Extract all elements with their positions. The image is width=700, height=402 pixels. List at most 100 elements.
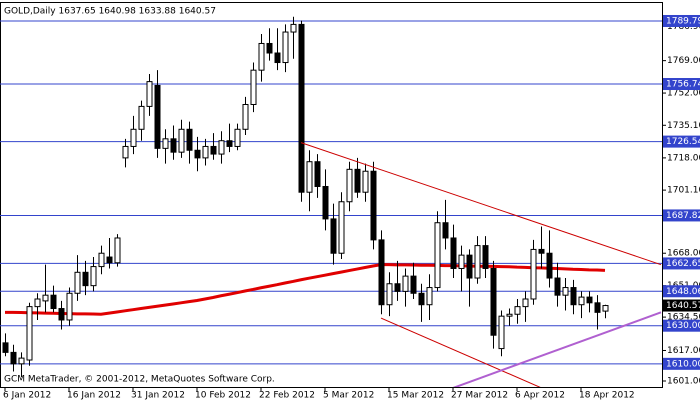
y-tick-label: 1735.10 xyxy=(667,121,700,131)
candle-body xyxy=(98,252,105,268)
candle-body xyxy=(562,287,569,296)
x-tick-label: 27 Mar 2012 xyxy=(451,391,508,401)
plot-frame xyxy=(0,2,663,388)
footer: GCM MetaTrader, © 2001-2012, MetaQuotes … xyxy=(4,375,275,385)
y-tick-label: 1601.00 xyxy=(667,376,700,386)
price-label-box xyxy=(663,299,700,312)
x-tick-label: 6 Apr 2012 xyxy=(515,391,565,401)
x-tick-label: 10 Feb 2012 xyxy=(195,391,251,401)
candle-body xyxy=(154,84,161,149)
candle-body xyxy=(538,248,545,254)
x-tick-label: 16 Jan 2012 xyxy=(67,391,121,401)
candle-body xyxy=(10,351,17,365)
y-tick-label: 1634.50 xyxy=(667,313,700,323)
candle-body xyxy=(210,145,217,155)
candle-body xyxy=(346,168,353,203)
level-label: 1662.65 xyxy=(666,259,700,269)
candle-body xyxy=(298,23,305,193)
candle-body xyxy=(202,145,209,159)
level-label: 1630.00 xyxy=(666,321,700,331)
level-label: 1726.54 xyxy=(666,137,700,147)
candle-body xyxy=(474,245,481,279)
candle-body xyxy=(490,267,497,336)
candle-body xyxy=(90,266,97,287)
candle-body xyxy=(242,103,249,130)
candle-body xyxy=(482,245,489,269)
candle-body xyxy=(290,23,297,33)
candle-body xyxy=(522,298,529,308)
level-label-box xyxy=(663,357,700,370)
y-tick-label: 1769.00 xyxy=(667,56,700,66)
candle-body xyxy=(266,42,273,54)
moving-average xyxy=(5,263,606,316)
candle-body xyxy=(410,275,417,294)
candle-body xyxy=(394,283,401,292)
level-label-box xyxy=(663,135,700,148)
candle-body xyxy=(378,239,385,306)
candle-body xyxy=(458,254,465,269)
candle-body xyxy=(58,308,65,321)
candle-body xyxy=(274,52,281,64)
level-label-box xyxy=(663,78,700,91)
x-tick-label: 5 Mar 2012 xyxy=(323,391,374,401)
candle-body xyxy=(354,168,361,193)
candle-body xyxy=(594,302,601,313)
candle-body xyxy=(146,81,153,107)
current-price-label: 1640.57 xyxy=(666,301,700,311)
y-tick-label: 1668.00 xyxy=(667,249,700,259)
candle-body xyxy=(586,296,593,304)
candle-body xyxy=(226,140,233,147)
x-tick-label: 22 Feb 2012 xyxy=(259,391,315,401)
level-label-box xyxy=(663,319,700,332)
candle-body xyxy=(2,342,9,353)
candle-body xyxy=(322,185,329,220)
y-tick-label: 1718.00 xyxy=(667,153,700,163)
candle-body xyxy=(162,138,169,149)
candle-body xyxy=(50,294,57,310)
candle-body xyxy=(434,222,441,289)
candle-body xyxy=(18,357,25,365)
candle-body xyxy=(442,222,449,239)
candle-body xyxy=(74,271,81,294)
candle-body xyxy=(234,128,241,147)
y-tick-label: 1617.00 xyxy=(667,346,700,356)
candle-body xyxy=(570,287,577,306)
candle-body xyxy=(138,105,145,130)
candle-body xyxy=(386,283,393,306)
candle-body xyxy=(194,149,201,159)
candle-body xyxy=(506,313,513,317)
candle-body xyxy=(122,145,129,159)
candle-body xyxy=(370,170,377,241)
plot-area xyxy=(0,16,662,387)
candle-body xyxy=(306,161,313,193)
x-tick-label: 31 Jan 2012 xyxy=(131,391,185,401)
level-label-box xyxy=(663,14,700,27)
candle-body xyxy=(466,254,473,279)
level-label-box xyxy=(663,209,700,222)
candle-body xyxy=(330,218,337,254)
x-tick-label: 15 Mar 2012 xyxy=(387,391,444,401)
candle-body xyxy=(106,256,113,264)
candle-body xyxy=(498,315,505,350)
level-label: 1610.00 xyxy=(666,359,700,369)
candle-body xyxy=(34,298,41,308)
chart-title: GOLD,Daily 1637.65 1640.98 1633.88 1640.… xyxy=(4,7,216,17)
candle-body xyxy=(362,170,369,193)
candle-body xyxy=(170,138,177,153)
trendline xyxy=(300,142,662,266)
candle-body xyxy=(258,42,265,71)
candle-body xyxy=(418,292,425,306)
candle-body xyxy=(402,275,409,292)
level-label: 1687.82 xyxy=(666,211,700,221)
candle-body xyxy=(282,31,289,64)
candle-body xyxy=(178,128,185,153)
candle-body xyxy=(186,128,193,151)
y-tick-label: 1786.90 xyxy=(667,22,700,32)
candle-body xyxy=(578,296,585,306)
candle-body xyxy=(530,248,537,300)
trendline xyxy=(452,311,662,387)
candle-body xyxy=(130,128,137,147)
candle-body xyxy=(218,140,225,155)
y-tick-label: 1701.10 xyxy=(667,186,700,196)
